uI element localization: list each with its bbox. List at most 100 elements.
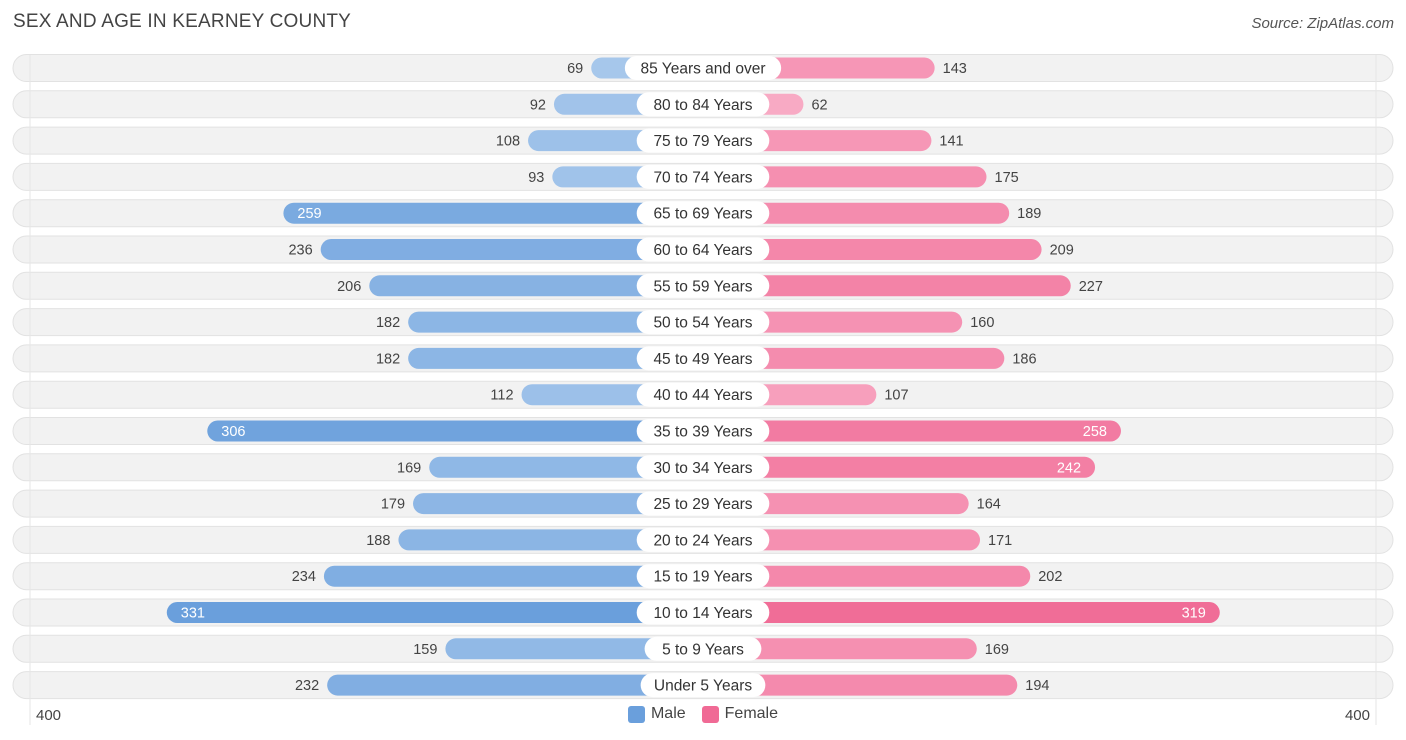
legend-female-label: Female <box>724 705 779 722</box>
category-label: Under 5 Years <box>654 678 752 695</box>
chart-title: SEX AND AGE IN KEARNEY COUNTY <box>13 11 352 32</box>
female-value-label: 242 <box>1057 460 1081 476</box>
female-value-label: 164 <box>977 497 1001 513</box>
category-label: 75 to 79 Years <box>653 133 752 150</box>
male-bar <box>283 202 703 224</box>
category-label: 5 to 9 Years <box>662 641 744 658</box>
axis-left-label: 400 <box>36 707 62 724</box>
chart-source: Source: ZipAtlas.com <box>1251 15 1394 32</box>
male-bar <box>398 529 703 551</box>
male-value-label: 306 <box>221 424 245 440</box>
female-bar <box>703 275 1071 297</box>
female-value-label: 143 <box>943 61 967 77</box>
female-value-label: 175 <box>995 170 1019 186</box>
male-bar <box>429 456 703 478</box>
female-value-label: 209 <box>1050 243 1074 259</box>
category-label: 55 to 59 Years <box>653 278 752 295</box>
category-label: 10 to 14 Years <box>653 605 752 622</box>
legend-male-label: Male <box>650 705 686 722</box>
category-label: 70 to 74 Years <box>653 169 752 186</box>
category-label-pill <box>636 527 770 552</box>
legend-item-female[interactable]: Female <box>701 705 779 723</box>
category-label-pill <box>636 128 770 153</box>
female-value-label: 202 <box>1038 569 1062 585</box>
female-bar <box>703 456 1096 478</box>
female-value-label: 227 <box>1079 279 1103 295</box>
male-value-label: 234 <box>292 569 316 585</box>
female-value-label: 258 <box>1083 424 1107 440</box>
male-value-label: 69 <box>567 61 583 77</box>
category-label: 40 to 44 Years <box>653 387 752 404</box>
category-label-pill <box>636 164 770 189</box>
legend-item-male[interactable]: Male <box>627 705 686 723</box>
category-label-pill <box>636 455 770 480</box>
category-label-pill <box>636 600 770 625</box>
female-bar <box>703 529 981 551</box>
male-value-label: 232 <box>295 678 319 694</box>
category-label-pill <box>640 673 766 698</box>
category-label-pill <box>636 237 770 262</box>
category-label: 65 to 69 Years <box>653 206 752 223</box>
category-label: 30 to 34 Years <box>653 460 752 477</box>
male-value-label: 159 <box>413 642 437 658</box>
female-value-label: 319 <box>1182 606 1206 622</box>
category-label: 50 to 54 Years <box>653 315 752 332</box>
male-bar <box>445 638 703 660</box>
female-value-label: 141 <box>939 134 963 150</box>
category-label: 20 to 24 Years <box>653 532 752 549</box>
axis-right-label: 400 <box>1344 707 1370 724</box>
male-bar <box>320 239 703 260</box>
category-label: 85 Years and over <box>641 61 766 78</box>
category-label-pill <box>636 346 770 371</box>
male-bar <box>323 565 703 587</box>
category-label-pill <box>636 92 770 117</box>
category-label: 35 to 39 Years <box>653 424 752 441</box>
male-value-label: 179 <box>381 497 405 513</box>
category-label-pill <box>636 491 770 516</box>
category-label-pill <box>636 201 770 226</box>
male-value-label: 169 <box>397 460 421 476</box>
male-bar <box>207 420 703 442</box>
female-bar <box>703 602 1220 623</box>
female-value-label: 160 <box>970 315 994 331</box>
category-label-pill <box>636 419 770 443</box>
category-label-pill <box>636 273 770 298</box>
category-label: 80 to 84 Years <box>653 97 752 114</box>
male-bar <box>408 347 703 369</box>
male-bar <box>327 674 703 696</box>
male-value-label: 188 <box>366 533 390 549</box>
category-label-pill <box>624 56 782 80</box>
category-label-pill <box>644 636 762 661</box>
female-bar <box>703 239 1042 260</box>
female-value-label: 169 <box>985 642 1009 658</box>
female-value-label: 62 <box>811 97 827 113</box>
female-value-label: 107 <box>884 388 908 404</box>
male-bar <box>369 275 703 297</box>
male-value-label: 108 <box>496 134 520 150</box>
female-bar <box>703 638 977 660</box>
female-value-label: 171 <box>988 533 1012 549</box>
female-bar <box>703 493 969 515</box>
category-label: 25 to 29 Years <box>653 496 752 513</box>
male-value-label: 92 <box>530 97 546 113</box>
female-bar <box>703 674 1018 696</box>
female-bar <box>703 347 1005 369</box>
male-value-label: 182 <box>376 315 400 331</box>
male-value-label: 182 <box>376 351 400 367</box>
category-label: 60 to 64 Years <box>653 242 752 259</box>
female-swatch-icon <box>701 705 719 723</box>
female-value-label: 189 <box>1017 206 1041 222</box>
male-bar <box>166 602 703 623</box>
category-label-pill <box>636 382 770 407</box>
male-value-label: 93 <box>528 170 544 186</box>
male-bar <box>408 311 703 333</box>
chart-legend: Male Female <box>0 705 1406 723</box>
female-bar <box>703 565 1031 587</box>
male-value-label: 236 <box>288 243 312 259</box>
male-value-label: 206 <box>337 279 361 295</box>
category-label: 45 to 49 Years <box>653 351 752 368</box>
male-bar <box>413 493 703 515</box>
male-swatch-icon <box>627 705 645 723</box>
female-value-label: 194 <box>1025 678 1049 694</box>
